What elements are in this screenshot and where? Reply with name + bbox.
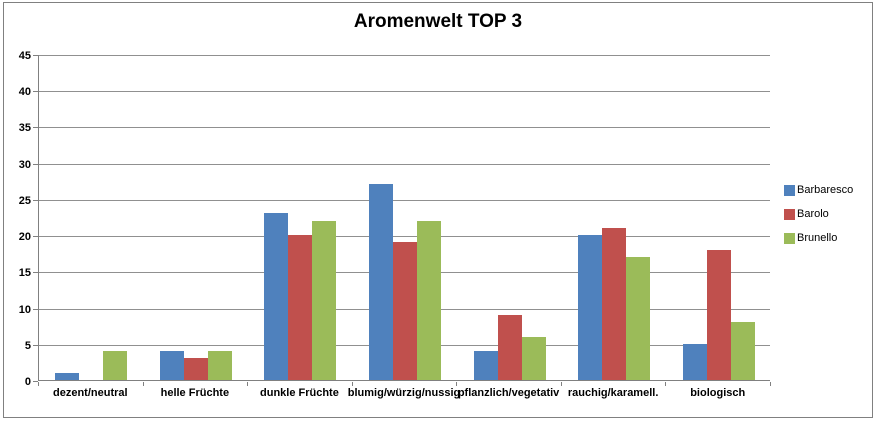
legend-item-barbaresco: Barbaresco	[784, 184, 853, 196]
bar-barbaresco-5	[473, 351, 498, 380]
x-axis-tick	[561, 382, 562, 386]
y-axis-tick	[33, 272, 38, 273]
y-axis-tick-label: 45	[18, 50, 31, 62]
category-label: dunkle Früchte	[260, 387, 339, 399]
bar-barbaresco-7	[682, 344, 707, 380]
y-axis-tick	[33, 381, 38, 382]
y-axis-tick	[33, 236, 38, 237]
legend-label: Barbaresco	[797, 184, 854, 196]
bar-barolo-3	[288, 235, 313, 380]
x-axis-tick	[352, 382, 353, 386]
chart-title: Aromenwelt TOP 3	[353, 11, 523, 32]
bar-barolo-6	[602, 228, 627, 380]
y-axis-tick	[33, 55, 38, 56]
legend-item-barolo: Barolo	[784, 208, 853, 220]
bar-barbaresco-3	[264, 213, 289, 380]
legend-color-swatch-icon	[784, 184, 795, 196]
bar-barbaresco-4	[369, 184, 393, 380]
y-axis-tick	[33, 200, 38, 201]
bar-barolo-2	[183, 358, 208, 380]
y-axis-tick	[33, 127, 38, 128]
y-axis-tick-label: 5	[24, 340, 31, 352]
y-axis-tick	[33, 345, 38, 346]
bar-barbaresco-6	[578, 235, 603, 380]
legend-label: Barolo	[797, 208, 829, 220]
x-axis-tick	[665, 382, 666, 386]
bar-brunello-6	[626, 257, 651, 380]
bar-barolo-7	[706, 250, 731, 380]
category-label: helle Früchte	[160, 387, 230, 399]
plot-area	[38, 55, 770, 381]
x-axis-tick	[38, 382, 39, 386]
bar-brunello-7	[730, 322, 755, 380]
legend-color-swatch-icon	[784, 208, 795, 220]
gridline-40	[39, 91, 770, 92]
gridline-45	[39, 55, 770, 56]
x-axis-tick	[143, 382, 144, 386]
bar-barbaresco-1	[55, 373, 80, 380]
legend: Barbaresco Barolo Brunello	[784, 184, 853, 256]
y-axis-tick-label: 40	[18, 86, 31, 98]
legend-label: Brunello	[797, 232, 838, 244]
category-label: rauchig/karamell.	[567, 387, 659, 399]
legend-item-brunello: Brunello	[784, 232, 853, 244]
y-axis-tick	[33, 309, 38, 310]
category-label: biologisch	[690, 387, 746, 399]
y-axis-tick-label: 15	[18, 267, 31, 279]
y-axis-tick-label: 30	[18, 159, 31, 171]
legend-color-swatch-icon	[784, 232, 795, 244]
gridline-30	[39, 164, 770, 165]
y-axis-tick-label: 35	[18, 122, 31, 134]
bar-brunello-3	[312, 221, 337, 380]
x-axis-tick	[456, 382, 457, 386]
bar-brunello-4	[417, 221, 441, 380]
y-axis-tick-label: 10	[18, 304, 31, 316]
y-axis-tick-label: 0	[24, 376, 31, 388]
bar-brunello-2	[207, 351, 232, 380]
gridline-25	[39, 200, 770, 201]
gridline-35	[39, 127, 770, 128]
x-axis-tick	[770, 382, 771, 386]
x-axis-tick	[247, 382, 248, 386]
bar-brunello-1	[103, 351, 128, 380]
category-label: dezent/neutral	[52, 387, 128, 399]
gridline-20	[39, 236, 770, 237]
category-label: pflanzlich/vegetativ	[457, 387, 560, 399]
bar-barolo-4	[393, 242, 417, 380]
bar-barolo-5	[497, 315, 522, 380]
y-axis-tick-label: 25	[18, 195, 31, 207]
y-axis-tick	[33, 91, 38, 92]
category-label: blumig/würzig/nussig	[347, 387, 461, 399]
bar-brunello-5	[521, 337, 546, 380]
y-axis-tick-label: 20	[18, 231, 31, 243]
y-axis-tick	[33, 164, 38, 165]
bar-barbaresco-2	[159, 351, 184, 380]
